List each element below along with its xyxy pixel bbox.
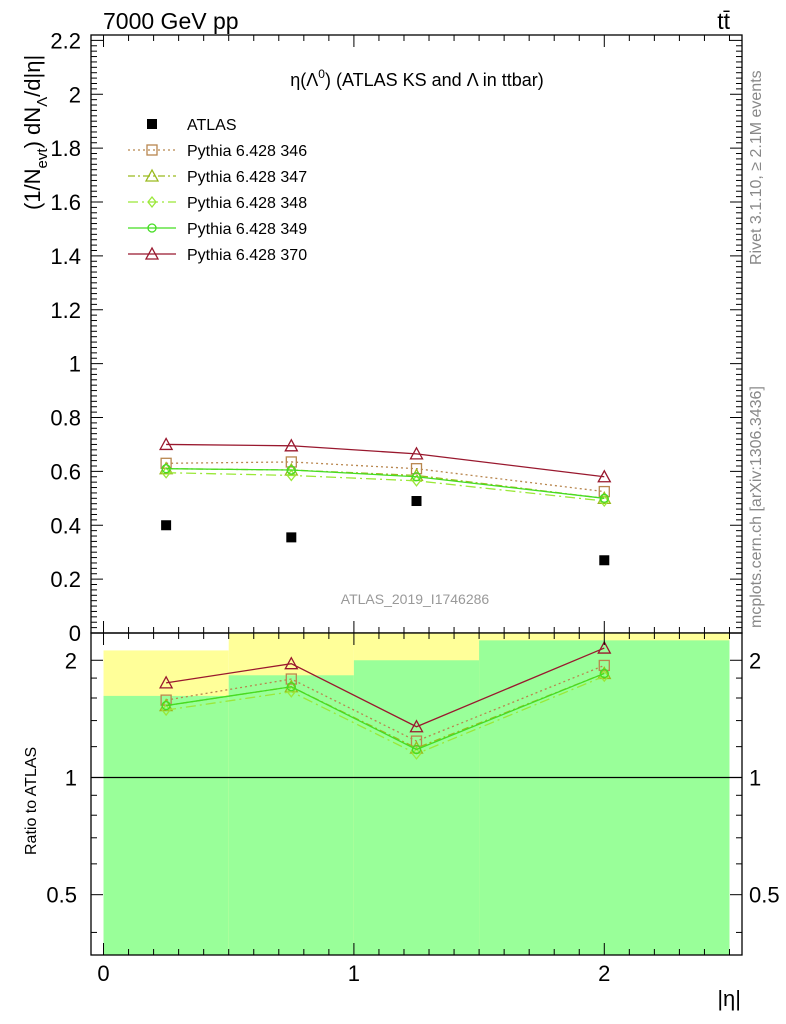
legend-marker-atlas <box>147 119 157 129</box>
ratio-y-tick-label-left: 0.5 <box>46 883 77 908</box>
legend-marker <box>146 144 158 156</box>
series-line <box>166 443 605 478</box>
ratio-x-tick-label: 1 <box>348 961 360 986</box>
ratio-line <box>166 647 605 728</box>
series-point <box>409 446 424 460</box>
ratio-uncertainty-bands <box>103 633 730 955</box>
series-line <box>166 461 605 493</box>
process-label: tt̄ <box>717 8 730 34</box>
atlas-data-points <box>161 496 610 566</box>
legend-label: Pythia 6.428 348 <box>187 195 307 212</box>
ratio-line <box>166 664 605 742</box>
ratio-series <box>159 640 612 760</box>
ratio-y-tick-label-right: 0.5 <box>749 883 780 908</box>
main-ylabel: (1/Nevt) dNΛ/d|η| <box>20 55 51 210</box>
ratio-axis-ticks <box>91 633 742 955</box>
plot-title: η(Λ0) (ATLAS KS and Λ in ttbar) <box>290 67 544 90</box>
legend-label: Pythia 6.428 370 <box>187 247 307 264</box>
ratio-x-tick-label: 0 <box>97 961 109 986</box>
main-y-tick-label: 1.8 <box>50 136 81 161</box>
ratio-y-tick-label-right: 2 <box>749 648 761 673</box>
mcplots-label: mcplots.cern.ch [arXiv:1306.3436] <box>748 386 765 628</box>
series-point <box>410 463 423 475</box>
ratio-plot-frame <box>90 632 743 956</box>
green-band <box>103 695 229 955</box>
legend-marker <box>147 223 157 233</box>
legend-label: Pythia 6.428 347 <box>187 169 307 186</box>
green-band <box>228 675 354 955</box>
legend-marker <box>144 168 160 182</box>
ratio-point <box>159 675 174 689</box>
atlas-data-point <box>286 532 297 543</box>
main-y-tick-label: 1 <box>69 352 81 377</box>
ratio-y-tick-label-right: 1 <box>749 765 761 790</box>
main-series <box>159 437 612 508</box>
legend-marker <box>144 246 160 260</box>
series-point <box>599 493 609 503</box>
main-y-tick-label: 1.2 <box>50 298 81 323</box>
main-y-tick-label: 0 <box>69 621 81 646</box>
main-axis-ticks <box>91 35 742 634</box>
ratio-line <box>166 675 605 755</box>
legend: ATLAS Pythia 6.428 346 Pythia 6.428 347 Pyt… <box>128 117 307 264</box>
ratio-tick-labels: 0.5 0.5 1 1 2 2 0 1 2 <box>46 648 779 986</box>
green-band <box>479 640 730 955</box>
ratio-x-tick-label: 2 <box>598 961 610 986</box>
legend-marker <box>147 195 157 209</box>
series-line <box>166 468 605 499</box>
main-y-tick-label: 0.4 <box>50 513 81 538</box>
main-y-tick-label: 0.2 <box>50 567 81 592</box>
ratio-line <box>166 672 605 751</box>
ratio-ylabel: Ratio to ATLAS <box>23 747 40 855</box>
series-point <box>284 438 299 452</box>
series-line <box>166 472 605 502</box>
energy-label: 7000 GeV pp <box>103 8 239 34</box>
ratio-y-tick-label-left: 2 <box>65 648 77 673</box>
main-y-tick-label: 2.2 <box>50 28 81 53</box>
main-y-tick-label: 2 <box>69 82 81 107</box>
legend-label-atlas: ATLAS <box>187 117 237 134</box>
ratio-point <box>411 744 422 755</box>
atlas-data-point <box>411 496 422 507</box>
series-point <box>286 465 296 475</box>
main-y-tick-label: 1.6 <box>50 190 81 215</box>
ratio-xlabel: |η| <box>717 986 741 1011</box>
ratio-point <box>285 673 297 685</box>
ratio-point <box>599 668 609 679</box>
main-y-tick-labels: 0 0.2 0.4 0.6 0.8 1 1.2 1.4 1.6 1.8 2 2.2 <box>50 28 81 646</box>
ratio-y-tick-label-left: 1 <box>65 765 77 790</box>
series-point <box>411 472 422 482</box>
series-point <box>161 464 171 474</box>
series-point <box>285 456 297 468</box>
ratio-point <box>161 700 171 711</box>
ratio-point <box>284 656 299 670</box>
main-y-tick-label: 1.4 <box>50 244 81 269</box>
watermark: ATLAS_2019_I1746286 <box>341 591 490 607</box>
series-point <box>159 437 174 451</box>
legend-label: Pythia 6.428 349 <box>187 221 307 238</box>
atlas-data-point <box>599 555 610 566</box>
ratio-point <box>597 640 612 654</box>
series-point <box>599 494 610 508</box>
series-point <box>597 469 612 483</box>
series-line <box>166 468 605 499</box>
ratio-point <box>409 719 424 733</box>
atlas-data-point <box>161 520 172 531</box>
ratio-point <box>597 666 612 680</box>
ratio-point <box>286 682 296 692</box>
legend-label: Pythia 6.428 346 <box>187 143 307 160</box>
main-y-tick-label: 0.8 <box>50 406 81 431</box>
rivet-label: Rivet 3.1.10, ≥ 2.1M events <box>748 70 765 265</box>
main-y-tick-label: 0.6 <box>50 459 81 484</box>
